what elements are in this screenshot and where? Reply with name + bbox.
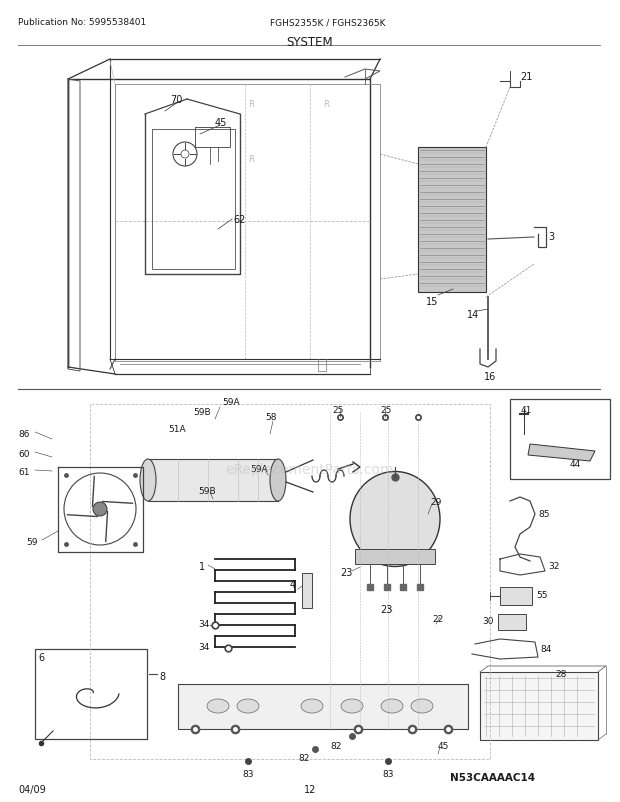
Text: 55: 55 [536, 590, 547, 599]
Ellipse shape [350, 472, 440, 567]
Ellipse shape [237, 699, 259, 713]
Text: 58: 58 [265, 412, 277, 422]
Ellipse shape [270, 460, 286, 501]
Text: 04/09: 04/09 [18, 784, 46, 794]
Text: 60: 60 [18, 449, 30, 459]
Text: SYSTEM: SYSTEM [286, 36, 334, 49]
Ellipse shape [381, 699, 403, 713]
Text: Publication No: 5995538401: Publication No: 5995538401 [18, 18, 146, 27]
Text: N53CAAAAC14: N53CAAAAC14 [450, 772, 535, 782]
Text: 45: 45 [215, 118, 228, 128]
Text: 41: 41 [521, 406, 533, 415]
Text: 70: 70 [170, 95, 182, 105]
Bar [418, 148, 486, 293]
Text: 51A: 51A [168, 424, 185, 433]
Text: 8: 8 [159, 671, 165, 681]
Text: 83: 83 [242, 769, 254, 778]
Text: 21: 21 [520, 72, 533, 82]
Text: 34: 34 [198, 642, 210, 651]
Text: 84: 84 [540, 644, 551, 653]
Text: 6: 6 [38, 652, 44, 662]
Ellipse shape [140, 460, 156, 501]
Bar [355, 549, 435, 565]
Bar [500, 587, 532, 606]
Text: 83: 83 [383, 769, 394, 778]
Bar [498, 614, 526, 630]
Text: 62: 62 [233, 215, 246, 225]
Bar [178, 684, 468, 729]
Text: 82: 82 [298, 753, 309, 762]
Text: 44: 44 [570, 460, 582, 468]
Text: 59B: 59B [198, 486, 216, 496]
Text: 3: 3 [548, 232, 554, 241]
Ellipse shape [341, 699, 363, 713]
Text: 86: 86 [18, 429, 30, 439]
Text: 85: 85 [538, 509, 549, 518]
Text: 59: 59 [26, 537, 37, 546]
Text: 23: 23 [340, 567, 352, 577]
Text: 59B: 59B [193, 407, 211, 416]
Bar [510, 399, 610, 480]
Text: 12: 12 [304, 784, 316, 794]
Bar [302, 573, 312, 608]
Text: 22: 22 [432, 614, 443, 623]
Text: R: R [248, 100, 254, 109]
Text: 59A: 59A [222, 398, 239, 407]
Ellipse shape [207, 699, 229, 713]
Text: 45: 45 [438, 741, 450, 750]
Circle shape [93, 502, 107, 516]
Text: 25: 25 [380, 406, 391, 415]
Text: R: R [248, 155, 254, 164]
Bar [148, 460, 278, 501]
Text: 16: 16 [484, 371, 496, 382]
Ellipse shape [301, 699, 323, 713]
Text: 29: 29 [430, 497, 441, 506]
Text: 34: 34 [198, 619, 210, 628]
Text: 4: 4 [290, 579, 296, 589]
Polygon shape [528, 444, 595, 461]
Text: 23: 23 [380, 604, 392, 614]
Text: 1: 1 [199, 561, 205, 571]
Text: FGHS2355K / FGHS2365K: FGHS2355K / FGHS2365K [270, 18, 386, 27]
Text: 61: 61 [18, 468, 30, 476]
Text: 14: 14 [467, 310, 479, 320]
Text: 28: 28 [555, 669, 567, 678]
Text: 25: 25 [332, 406, 343, 415]
Bar [35, 649, 147, 739]
Ellipse shape [411, 699, 433, 713]
Text: 82: 82 [330, 741, 342, 750]
Text: eReplacementParts.com: eReplacementParts.com [226, 463, 394, 476]
Bar [480, 672, 598, 740]
Text: 32: 32 [548, 561, 559, 570]
Text: R: R [323, 100, 329, 109]
Text: 59A: 59A [250, 464, 268, 473]
Text: 30: 30 [482, 616, 494, 626]
Text: 15: 15 [426, 297, 438, 306]
